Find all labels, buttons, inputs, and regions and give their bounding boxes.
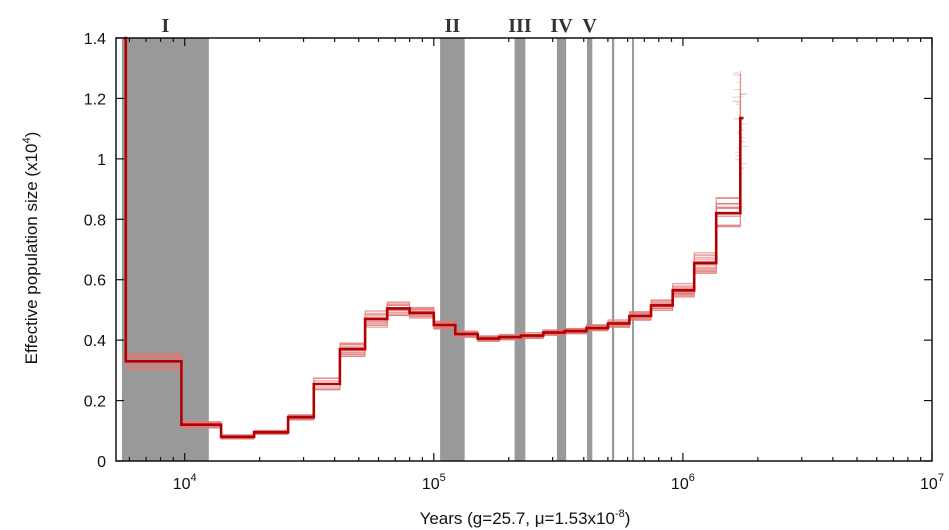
bootstrap-line (123, 37, 741, 438)
bootstrap-line (123, 37, 743, 436)
band-label: IV (550, 15, 573, 37)
bootstrap-line (123, 37, 746, 438)
x-axis-label: Years (g=25.7, μ=1.53x10-8) (420, 508, 631, 528)
bootstrap-line (123, 37, 741, 437)
band-label: II (445, 15, 461, 37)
bootstrap-line (123, 37, 741, 438)
bootstrap-line (123, 37, 741, 439)
main-series-line (123, 36, 744, 439)
y-tick-label: 0.8 (84, 212, 106, 229)
bootstrap-line (123, 37, 747, 439)
bootstrap-line (123, 37, 741, 440)
bootstrap-line (123, 37, 741, 436)
plot-frame (115, 37, 933, 462)
bootstrap-line (123, 37, 741, 440)
bootstrap-line (123, 37, 745, 437)
y-tick-label: 1.2 (84, 91, 106, 108)
bootstrap-line (123, 37, 742, 440)
y-tick-label: 0.6 (84, 273, 106, 290)
bootstrap-line (123, 37, 744, 439)
band-v (586, 38, 593, 461)
band-label: I (161, 15, 169, 37)
bootstrap-line (123, 37, 741, 440)
x-tick-label: 107 (920, 472, 944, 493)
x-tick-label: 106 (671, 472, 695, 493)
band-iii (514, 38, 526, 461)
bootstrap-line (123, 37, 741, 436)
bootstrap-line (123, 37, 741, 436)
bootstrap-line (123, 37, 745, 437)
band-extra-5 (611, 38, 615, 461)
bootstrap-line (123, 37, 741, 437)
band-iv (556, 38, 567, 461)
band-extra-6 (632, 38, 635, 461)
bootstrap-line (123, 37, 741, 437)
glacial-bands: I II III IV V (121, 15, 635, 461)
x-tick-label: 105 (422, 472, 446, 493)
x-axis-ticks: 104 105 106 107 (128, 38, 944, 493)
y-tick-label: 1 (97, 152, 106, 169)
band-label: III (508, 15, 532, 37)
bootstrap-line (123, 37, 741, 440)
bootstrap-line (123, 37, 741, 437)
bootstrap-line (123, 37, 741, 439)
bootstrap-line (123, 37, 741, 436)
y-axis-label: Effective population size (x104) (21, 132, 41, 365)
y-tick-label: 1.4 (84, 31, 106, 48)
band-label: V (582, 15, 597, 37)
y-tick-label: 0.4 (84, 333, 106, 350)
y-tick-label: 0.2 (84, 394, 106, 411)
bootstrap-line (123, 37, 741, 436)
bootstrap-line (123, 37, 741, 440)
y-axis-ticks: 0 0.2 0.4 0.6 0.8 1 1.2 1.4 (84, 31, 932, 471)
bootstrap-line (123, 37, 748, 436)
bootstrap-line (123, 37, 741, 440)
bootstrap-line (123, 37, 748, 439)
bootstrap-line (123, 37, 742, 440)
bootstrap-line (123, 37, 748, 438)
bootstrap-line (123, 37, 741, 437)
bootstrap-line (123, 37, 741, 438)
band-i (121, 38, 209, 461)
y-tick-label: 0 (97, 454, 106, 471)
bootstrap-line (123, 37, 743, 438)
bootstrap-line (123, 37, 741, 436)
bootstrap-line (123, 37, 741, 437)
bootstrap-line (123, 37, 746, 437)
bootstrap-line (123, 37, 741, 436)
main-series (123, 36, 744, 439)
bootstrap-line (123, 37, 742, 438)
x-tick-label: 104 (173, 472, 197, 493)
bootstrap-line (123, 37, 741, 438)
bootstrap-line (123, 37, 746, 438)
bootstrap-lines (123, 37, 748, 440)
band-ii (440, 38, 465, 461)
